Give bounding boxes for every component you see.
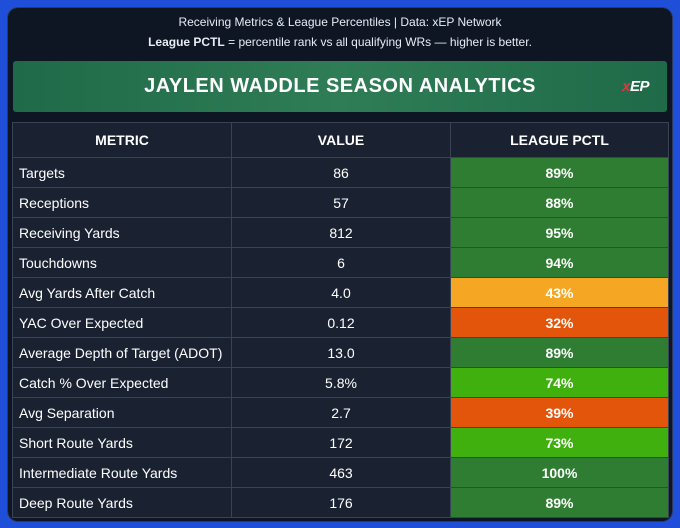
value-cell: 57	[231, 187, 451, 218]
value-cell: 6	[231, 247, 451, 278]
value-cell: 5.8%	[231, 367, 451, 398]
league-pctl-cell: 94%	[450, 247, 669, 278]
league-pctl-cell: 74%	[450, 367, 669, 398]
header-legend-line: League PCTL = percentile rank vs all qua…	[8, 35, 672, 49]
table-row: Avg Yards After Catch 4.0 43%	[12, 277, 669, 308]
table-row: Catch % Over Expected 5.8% 74%	[12, 367, 669, 398]
metric-cell: YAC Over Expected	[12, 307, 232, 338]
league-pctl-cell: 89%	[450, 487, 669, 518]
metric-cell: Receptions	[12, 187, 232, 218]
table-row: Receptions 57 88%	[12, 187, 669, 218]
league-pctl-cell: 89%	[450, 337, 669, 368]
column-header-league-pctl: LEAGUE PCTL	[450, 122, 669, 158]
logo-ep: EP	[629, 78, 650, 95]
value-cell: 172	[231, 427, 451, 458]
metric-cell: Catch % Over Expected	[12, 367, 232, 398]
value-cell: 4.0	[231, 277, 451, 308]
metric-cell: Touchdowns	[12, 247, 232, 278]
league-pctl-cell: 89%	[450, 157, 669, 188]
league-pctl-cell: 32%	[450, 307, 669, 338]
metric-cell: Average Depth of Target (ADOT)	[12, 337, 232, 368]
legend-definition: = percentile rank vs all qualifying WRs …	[224, 35, 532, 49]
league-pctl-cell: 73%	[450, 427, 669, 458]
table-row: Deep Route Yards 176 89%	[12, 487, 669, 518]
league-pctl-cell: 100%	[450, 457, 669, 488]
value-cell: 812	[231, 217, 451, 248]
column-header-value: VALUE	[231, 122, 451, 158]
value-cell: 13.0	[231, 337, 451, 368]
table-row: Receiving Yards 812 95%	[12, 217, 669, 248]
table-row: Targets 86 89%	[12, 157, 669, 188]
table-row: Avg Separation 2.7 39%	[12, 397, 669, 428]
league-pctl-cell: 88%	[450, 187, 669, 218]
logo-x: x	[622, 78, 630, 95]
table-row: Short Route Yards 172 73%	[12, 427, 669, 458]
metric-cell: Avg Yards After Catch	[12, 277, 232, 308]
value-cell: 176	[231, 487, 451, 518]
table-row: Intermediate Route Yards 463 100%	[12, 457, 669, 488]
analytics-card: Receiving Metrics & League Percentiles |…	[8, 8, 672, 521]
metric-cell: Intermediate Route Yards	[12, 457, 232, 488]
column-header-metric: METRIC	[12, 122, 232, 158]
metric-cell: Targets	[12, 157, 232, 188]
table-row: YAC Over Expected 0.12 32%	[12, 307, 669, 338]
table-row: Touchdowns 6 94%	[12, 247, 669, 278]
metric-cell: Receiving Yards	[12, 217, 232, 248]
value-cell: 0.12	[231, 307, 451, 338]
value-cell: 2.7	[231, 397, 451, 428]
metric-cell: Short Route Yards	[12, 427, 232, 458]
league-pctl-cell: 43%	[450, 277, 669, 308]
value-cell: 86	[231, 157, 451, 188]
title-banner: JAYLEN WADDLE SEASON ANALYTICS xEP	[13, 61, 667, 112]
metrics-table: METRIC VALUE LEAGUE PCTL Targets 86 89% Rec…	[12, 122, 669, 518]
legend-term: League PCTL	[148, 35, 225, 49]
table-header-row: METRIC VALUE LEAGUE PCTL	[12, 122, 669, 158]
page-title: JAYLEN WADDLE SEASON ANALYTICS	[144, 75, 536, 97]
xep-logo: xEP	[622, 78, 649, 95]
metric-cell: Avg Separation	[12, 397, 232, 428]
header-source-line: Receiving Metrics & League Percentiles |…	[178, 15, 502, 29]
table-row: Average Depth of Target (ADOT) 13.0 89%	[12, 337, 669, 368]
value-cell: 463	[231, 457, 451, 488]
league-pctl-cell: 39%	[450, 397, 669, 428]
metric-cell: Deep Route Yards	[12, 487, 232, 518]
league-pctl-cell: 95%	[450, 217, 669, 248]
